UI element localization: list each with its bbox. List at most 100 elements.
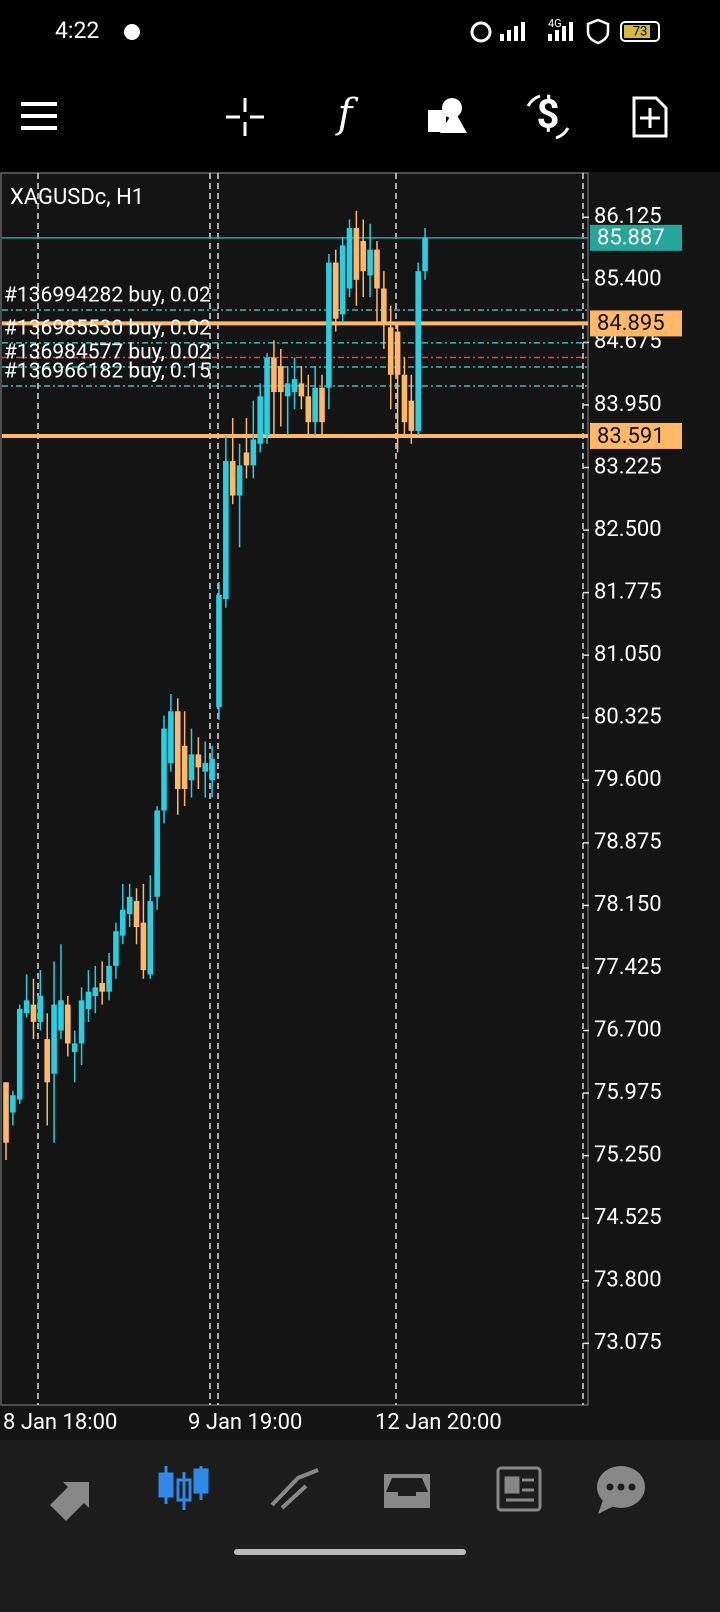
candle-body: [202, 763, 209, 772]
candle-body: [106, 965, 112, 992]
msg-icon: [124, 24, 140, 40]
candle-body: [284, 383, 291, 397]
chart-frame: [0, 172, 589, 1406]
crosshair-button[interactable]: [226, 98, 264, 136]
order-label: #136994282 buy, 0.02: [4, 284, 211, 308]
battery-level: [624, 25, 650, 38]
candle-body: [209, 758, 215, 781]
candle-body: [30, 1004, 37, 1022]
candle-body: [408, 400, 415, 431]
candle-body: [346, 228, 353, 289]
candle-body: [326, 262, 332, 388]
candle-body: [381, 288, 387, 323]
candle-body: [339, 245, 346, 315]
candle-body: [181, 745, 188, 789]
price-tag: [590, 422, 682, 449]
candle-body: [312, 387, 318, 423]
y-tick-label: 77.425: [594, 955, 662, 980]
y-tick-label: 82.500: [594, 517, 662, 542]
y-tick-label: 74.525: [594, 1205, 662, 1230]
network-type: 4G: [548, 17, 562, 30]
y-tick-label: 83.225: [594, 454, 662, 479]
candle-body: [58, 1000, 64, 1031]
price-tag-label: 85.887: [597, 226, 665, 251]
y-tick-label: 81.775: [594, 579, 662, 604]
candle-body: [119, 909, 126, 936]
candle-body: [10, 1095, 16, 1113]
candle-body: [133, 901, 140, 927]
y-tick-label: 79.600: [594, 767, 662, 792]
candle-body: [401, 374, 408, 423]
svg-text:$: $: [537, 91, 560, 138]
y-tick-label: 75.975: [594, 1080, 662, 1105]
candle-body: [236, 465, 243, 496]
candle-body: [250, 439, 257, 466]
candle-body: [298, 383, 305, 397]
candle-body: [264, 357, 270, 436]
candle-body: [71, 1043, 78, 1053]
new-order-button[interactable]: [632, 96, 668, 138]
nav-quotes[interactable]: [50, 1482, 89, 1521]
candle-body: [305, 396, 312, 423]
candle-body: [374, 249, 380, 289]
battery: [620, 21, 660, 42]
top-bg: [0, 0, 720, 172]
x-label: 8 Jan 18:00: [3, 1410, 117, 1435]
candle-body: [85, 991, 92, 1009]
candle-body: [174, 711, 181, 789]
signal: [500, 22, 525, 41]
nav-chart[interactable]: [158, 1466, 209, 1510]
candle-body: [360, 241, 367, 272]
nav-bg: [0, 1440, 720, 1612]
y-tick-label: 76.700: [594, 1017, 662, 1042]
battery-text: 73: [633, 24, 648, 39]
order-label: #136966182 buy, 0.15: [4, 360, 211, 384]
candle-body: [23, 1000, 30, 1014]
candle-body: [44, 1039, 51, 1083]
candle-body: [291, 379, 298, 393]
chart-bg: [0, 172, 720, 1440]
y-tick-label: 83.950: [594, 392, 662, 417]
menu-button[interactable]: [21, 102, 57, 130]
candle-body: [37, 996, 44, 1022]
candle-body: [161, 728, 167, 811]
nav-news[interactable]: [496, 1466, 542, 1512]
y-tick-label: 78.150: [594, 892, 662, 917]
candle-body: [367, 249, 373, 276]
candle-body: [78, 1000, 85, 1044]
candle-body: [168, 711, 174, 764]
y-tick-label: 78.875: [594, 830, 662, 855]
candle-body: [353, 228, 360, 280]
trade-button[interactable]: $: [526, 91, 570, 140]
candle-body: [229, 461, 236, 496]
price-tag: [590, 310, 682, 337]
candle-body: [16, 1008, 23, 1100]
candle-body: [126, 896, 133, 915]
nav-history[interactable]: [384, 1474, 430, 1508]
y-tick-label: 73.075: [594, 1330, 662, 1355]
candle-body: [422, 237, 428, 272]
x-label: 12 Jan 20:00: [375, 1410, 502, 1435]
candle-body: [195, 754, 202, 768]
candle-body: [113, 931, 119, 966]
home-indicator: [234, 1549, 466, 1555]
candle-body: [140, 922, 147, 971]
vpn-icon: [586, 18, 610, 45]
y-tick-label: 73.800: [594, 1268, 662, 1293]
candle-body: [271, 357, 277, 393]
candle-body: [332, 262, 339, 319]
y-tick-label: 75.250: [594, 1142, 662, 1167]
candle-body: [387, 327, 394, 375]
objects-button[interactable]: [428, 98, 467, 133]
nav-trade[interactable]: [270, 1468, 319, 1510]
y-tick-label: 80.325: [594, 705, 662, 730]
period-separators: [37, 173, 584, 1405]
price-tag: [590, 224, 682, 251]
candle-body: [257, 396, 263, 444]
price-tag-label: 84.895: [597, 311, 665, 336]
nav-chat[interactable]: [597, 1466, 645, 1514]
y-tick-label: 85.400: [594, 267, 662, 292]
y-tick-label: 81.050: [594, 642, 662, 667]
candle-body: [415, 271, 421, 431]
